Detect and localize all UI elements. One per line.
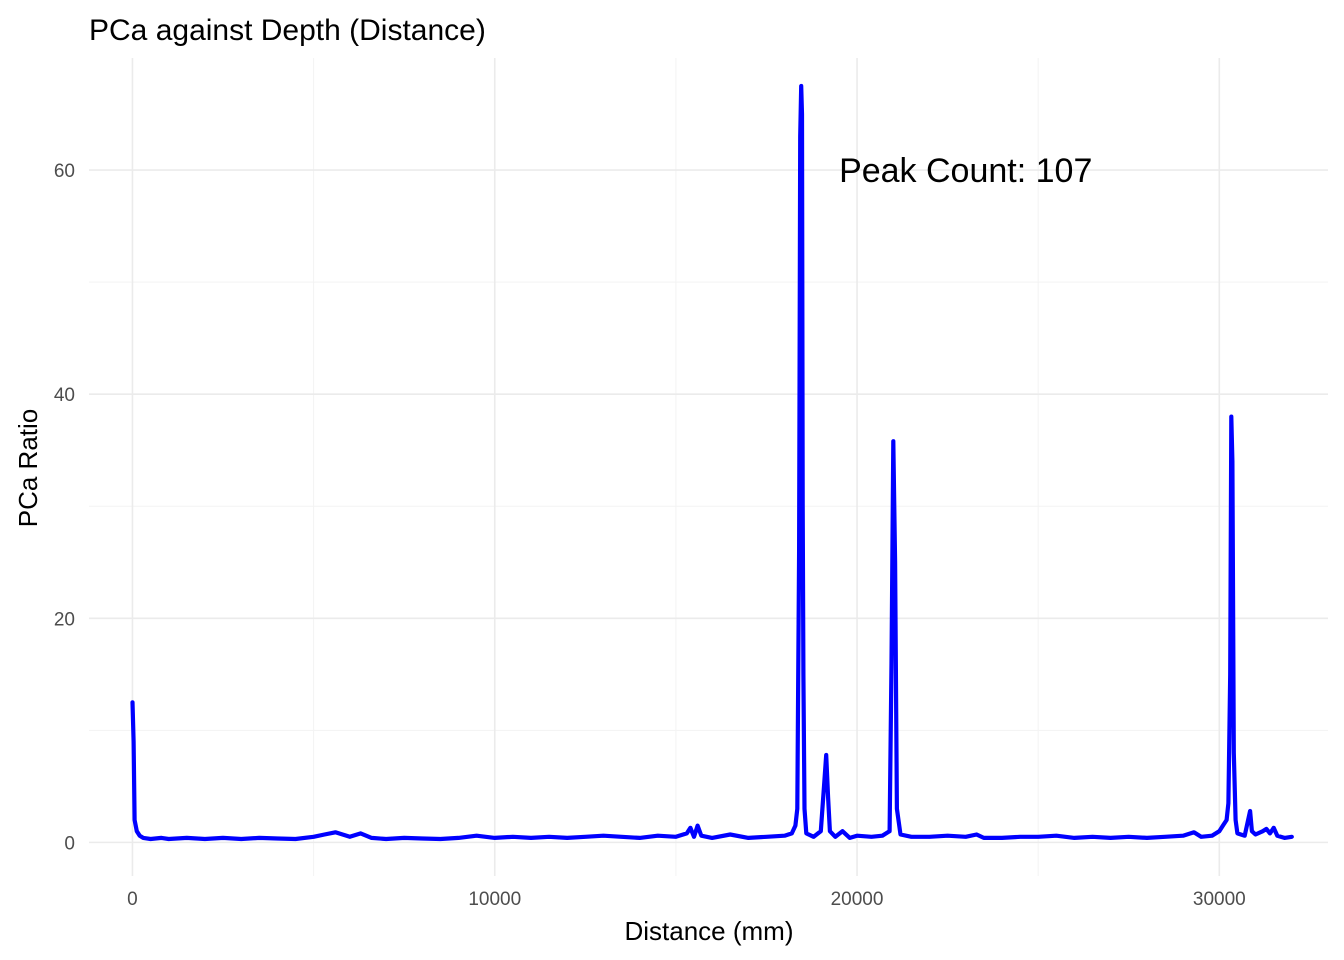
major-y-gridlines [89,169,1328,844]
y-tick-label: 0 [64,833,75,854]
pca-ratio-line [130,83,1294,842]
x-tick-labels: 0 10000 20000 30000 [127,889,1246,910]
y-tick-label: 40 [54,385,75,406]
x-tick-label: 20000 [831,889,884,910]
y-tick-labels: 0 20 40 60 [54,161,75,854]
y-tick-label: 20 [54,609,75,630]
x-axis-title: Distance (mm) [624,916,793,946]
x-tick-label: 30000 [1193,889,1246,910]
x-tick-label: 0 [127,889,138,910]
chart-title: PCa against Depth (Distance) [89,14,486,47]
minor-y-gridlines [89,281,1328,731]
y-axis-title: PCa Ratio [13,409,43,528]
y-tick-label: 60 [54,161,75,182]
peak-count-annotation: Peak Count: 107 [839,152,1092,190]
minor-x-gridlines [313,58,1039,876]
x-tick-label: 10000 [468,889,521,910]
